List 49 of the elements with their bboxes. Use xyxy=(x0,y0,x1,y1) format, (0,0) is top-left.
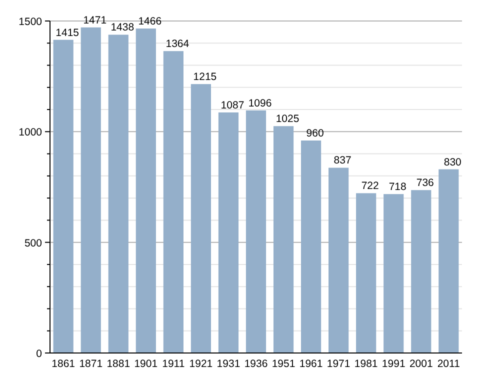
x-tick-label: 1921 xyxy=(189,358,213,370)
bar xyxy=(356,193,376,353)
data-label: 830 xyxy=(444,156,462,168)
x-tick-label: 2011 xyxy=(437,358,460,370)
y-tick-label: 500 xyxy=(24,237,42,250)
data-label: 722 xyxy=(361,180,379,192)
y-tick-label: 1000 xyxy=(18,126,42,139)
data-label: 1471 xyxy=(83,14,107,26)
bar xyxy=(218,112,239,353)
bar xyxy=(163,51,184,353)
x-tick-label: 1951 xyxy=(272,358,296,370)
x-tick-label: 1981 xyxy=(354,358,378,370)
x-tick-label: 1936 xyxy=(244,358,268,370)
x-tick-label: 1961 xyxy=(299,358,323,370)
data-label: 736 xyxy=(416,177,434,190)
bar xyxy=(301,140,322,353)
y-tick-label: 0 xyxy=(36,348,42,360)
bar xyxy=(438,169,459,353)
data-label: 837 xyxy=(334,154,352,167)
data-label: 1096 xyxy=(248,97,272,110)
data-label: 960 xyxy=(306,128,324,140)
bar xyxy=(108,34,128,353)
bar xyxy=(411,190,432,353)
data-label: 718 xyxy=(388,181,407,194)
x-tick-label: 1991 xyxy=(382,358,406,370)
bar xyxy=(190,84,211,353)
data-label: 1025 xyxy=(276,113,300,126)
data-label: 1364 xyxy=(166,38,190,50)
bar xyxy=(136,28,156,353)
data-label: 1438 xyxy=(110,22,134,34)
bar xyxy=(328,168,349,353)
data-label: 1087 xyxy=(220,99,244,112)
bar xyxy=(246,110,266,353)
x-tick-label: 1971 xyxy=(326,358,350,370)
x-tick-label: 1881 xyxy=(106,358,130,370)
bar xyxy=(384,194,404,353)
x-tick-label: 1901 xyxy=(134,358,158,370)
x-tick-label: 1931 xyxy=(216,358,240,370)
bar xyxy=(53,40,74,353)
x-tick-label: 1861 xyxy=(52,358,76,370)
bar xyxy=(80,27,101,353)
data-label: 1415 xyxy=(56,26,80,39)
data-label: 1466 xyxy=(138,16,162,28)
data-label: 1215 xyxy=(193,71,217,84)
x-tick-label: 2001 xyxy=(409,358,433,370)
bar xyxy=(273,126,294,353)
y-tick-label: 1500 xyxy=(18,16,42,28)
x-tick-label: 1871 xyxy=(79,358,103,370)
x-tick-label: 1911 xyxy=(162,358,185,370)
